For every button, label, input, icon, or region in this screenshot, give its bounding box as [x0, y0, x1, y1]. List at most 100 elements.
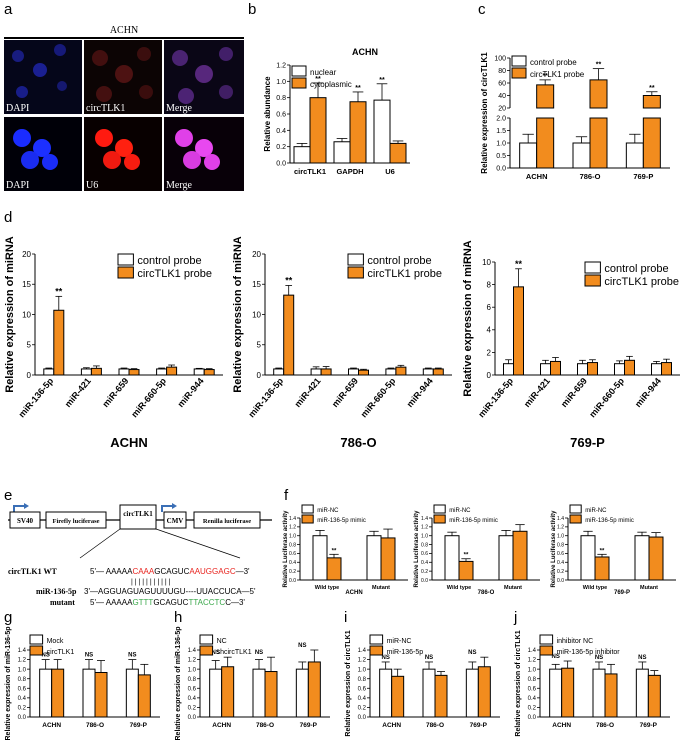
bar-d2-2-0 [348, 368, 359, 376]
label-firefly: Firefly luciferase [53, 518, 100, 525]
legend-label-0: inhibitor NC [557, 638, 594, 645]
y-tick-label: 0.4 [18, 696, 27, 702]
panel-a-title: ACHN [110, 25, 138, 36]
bar-j-0-1 [561, 667, 575, 718]
significance-mark: NS [211, 650, 219, 656]
significance-mark: ** [464, 553, 469, 559]
legend-swatch-1 [291, 77, 307, 89]
significance-mark: NS [595, 655, 603, 661]
y-tick-label: 1.0 [421, 534, 428, 540]
legend-label-1: miR-136-5p mimic [449, 518, 498, 524]
significance-mark: ** [315, 76, 321, 83]
bar-d3-0-1 [513, 286, 524, 376]
x-tick-label: miR-421 [292, 376, 322, 409]
y-tick-label: 1.0 [557, 534, 564, 540]
label-renilla: Renilla luciferase [203, 518, 251, 525]
y-tick-label: 60 [498, 81, 506, 88]
bar-d1-4-0 [193, 368, 205, 376]
legend-label-1: shcircTLK1 [217, 649, 252, 656]
x-tick-label: miR-660-5p [129, 375, 168, 419]
cmv-promoter-arrow [161, 505, 172, 512]
x-axis-label: ACHN [110, 435, 148, 450]
significance-mark: ** [332, 548, 337, 554]
bar-d1-2-0 [118, 368, 130, 376]
box-sv40 [9, 511, 41, 529]
bar-c-1-1-lower [589, 117, 608, 169]
significance-mark: NS [41, 653, 49, 659]
bar-d3-1-1 [550, 360, 561, 376]
y-tick-label: 1.4 [188, 648, 197, 654]
y-tick-label: 1.2 [358, 658, 367, 664]
label-merge-1: Merge [166, 103, 192, 114]
x-tick-label: miR-944 [633, 376, 663, 409]
y-axis-label: Relative expression of circTLK1 [480, 52, 489, 174]
bar-c-2-1-lower [642, 117, 661, 169]
bar-c-2-0 [625, 142, 644, 169]
y-tick-label: 1.4 [18, 648, 27, 654]
legend-label-1: circTLK1 probe [137, 268, 212, 280]
y-tick-label: 1.2 [289, 525, 296, 531]
chart-b: 0.0 0.2 0.4 0.6 0.8 1.0 1.2 ** circTLK1 ** GAPDH **… [263, 47, 410, 176]
y-tick-label: 1.5 [496, 128, 506, 135]
box-cmv [163, 511, 187, 529]
label-mir: miR-136-5p [36, 587, 77, 596]
y-tick-label: 1.4 [358, 648, 367, 654]
bar-f3-0-1 [594, 556, 610, 581]
panel-letter-i: i [344, 609, 347, 626]
bar-h-2-0 [295, 668, 309, 718]
bar-d2-3-1 [395, 366, 407, 376]
x-tick-label: 786-O [86, 722, 104, 729]
x-tick-label: 769-P [633, 172, 653, 181]
y-tick-label: 1.2 [18, 658, 27, 664]
x-tick-label: miR-660-5p [587, 375, 626, 419]
bar-d1-2-1 [128, 369, 140, 376]
sv40-promoter-arrow [13, 505, 24, 512]
x-tick-label: 786-O [596, 722, 614, 729]
legend-label-1: miR-136-5p mimic [317, 518, 366, 524]
y-axis-label: Relative expression of miRNA [462, 240, 474, 397]
y-tick-label: 0.6 [421, 551, 428, 557]
y-tick-label: 0.2 [421, 569, 428, 575]
significance-mark: ** [515, 259, 523, 269]
bar-d1-4-1 [203, 369, 215, 376]
y-tick-label: 0.6 [18, 686, 27, 692]
bar-b-1-0 [333, 141, 351, 164]
chart-j: 0.0 0.2 0.4 0.6 0.8 1.0 1.2 1.4 NS ACHN NS 786-O NS 7… [515, 630, 670, 737]
significance-mark: ** [379, 77, 385, 84]
legend-swatch-0 [584, 261, 601, 274]
y-tick-label: 1.0 [18, 667, 27, 673]
legend-swatch-1 [29, 645, 44, 656]
y-tick-label: 10 [22, 310, 31, 319]
bar-f3-1-1 [648, 536, 664, 581]
legend-swatch-0 [347, 253, 364, 266]
bar-d3-2-1 [587, 362, 598, 376]
bar-d3-1-0 [540, 363, 551, 376]
bar-d3-4-1 [661, 362, 672, 376]
chart-d1: 0 5 10 15 20 ** miR-136-5p miR-421 miR-659miR-66… [4, 236, 223, 450]
bar-d2-4-1 [432, 368, 444, 376]
y-tick-label: 0.4 [528, 696, 537, 702]
bar-b-0-0 [293, 146, 311, 164]
y-tick-label: 0.4 [557, 560, 564, 566]
bar-b-1-1 [349, 101, 367, 164]
legend-label-1: circTLK1 probe [530, 70, 585, 79]
bar-b-2-1 [389, 142, 407, 164]
significance-mark: NS [85, 653, 93, 659]
x-tick-label: U6 [385, 167, 395, 176]
y-tick-label: 1.0 [528, 667, 537, 673]
bar-d2-4-0 [422, 368, 434, 376]
legend-swatch-1 [301, 514, 314, 524]
y-tick-label: 0 [487, 371, 492, 380]
x-tick-label: 786-O [580, 172, 601, 181]
y-tick-label: 0.2 [358, 706, 367, 712]
y-tick-label: 0.0 [289, 578, 296, 584]
significance-mark: ** [596, 62, 602, 69]
y-tick-label: 0.8 [528, 677, 537, 683]
bar-b-0-1 [309, 97, 327, 164]
y-tick-label: 0.0 [421, 578, 428, 584]
bar-d2-3-0 [385, 368, 397, 376]
y-tick-label: 15 [252, 280, 261, 289]
y-tick-label: 4 [487, 326, 492, 335]
label-cmv: CMV [167, 517, 184, 525]
